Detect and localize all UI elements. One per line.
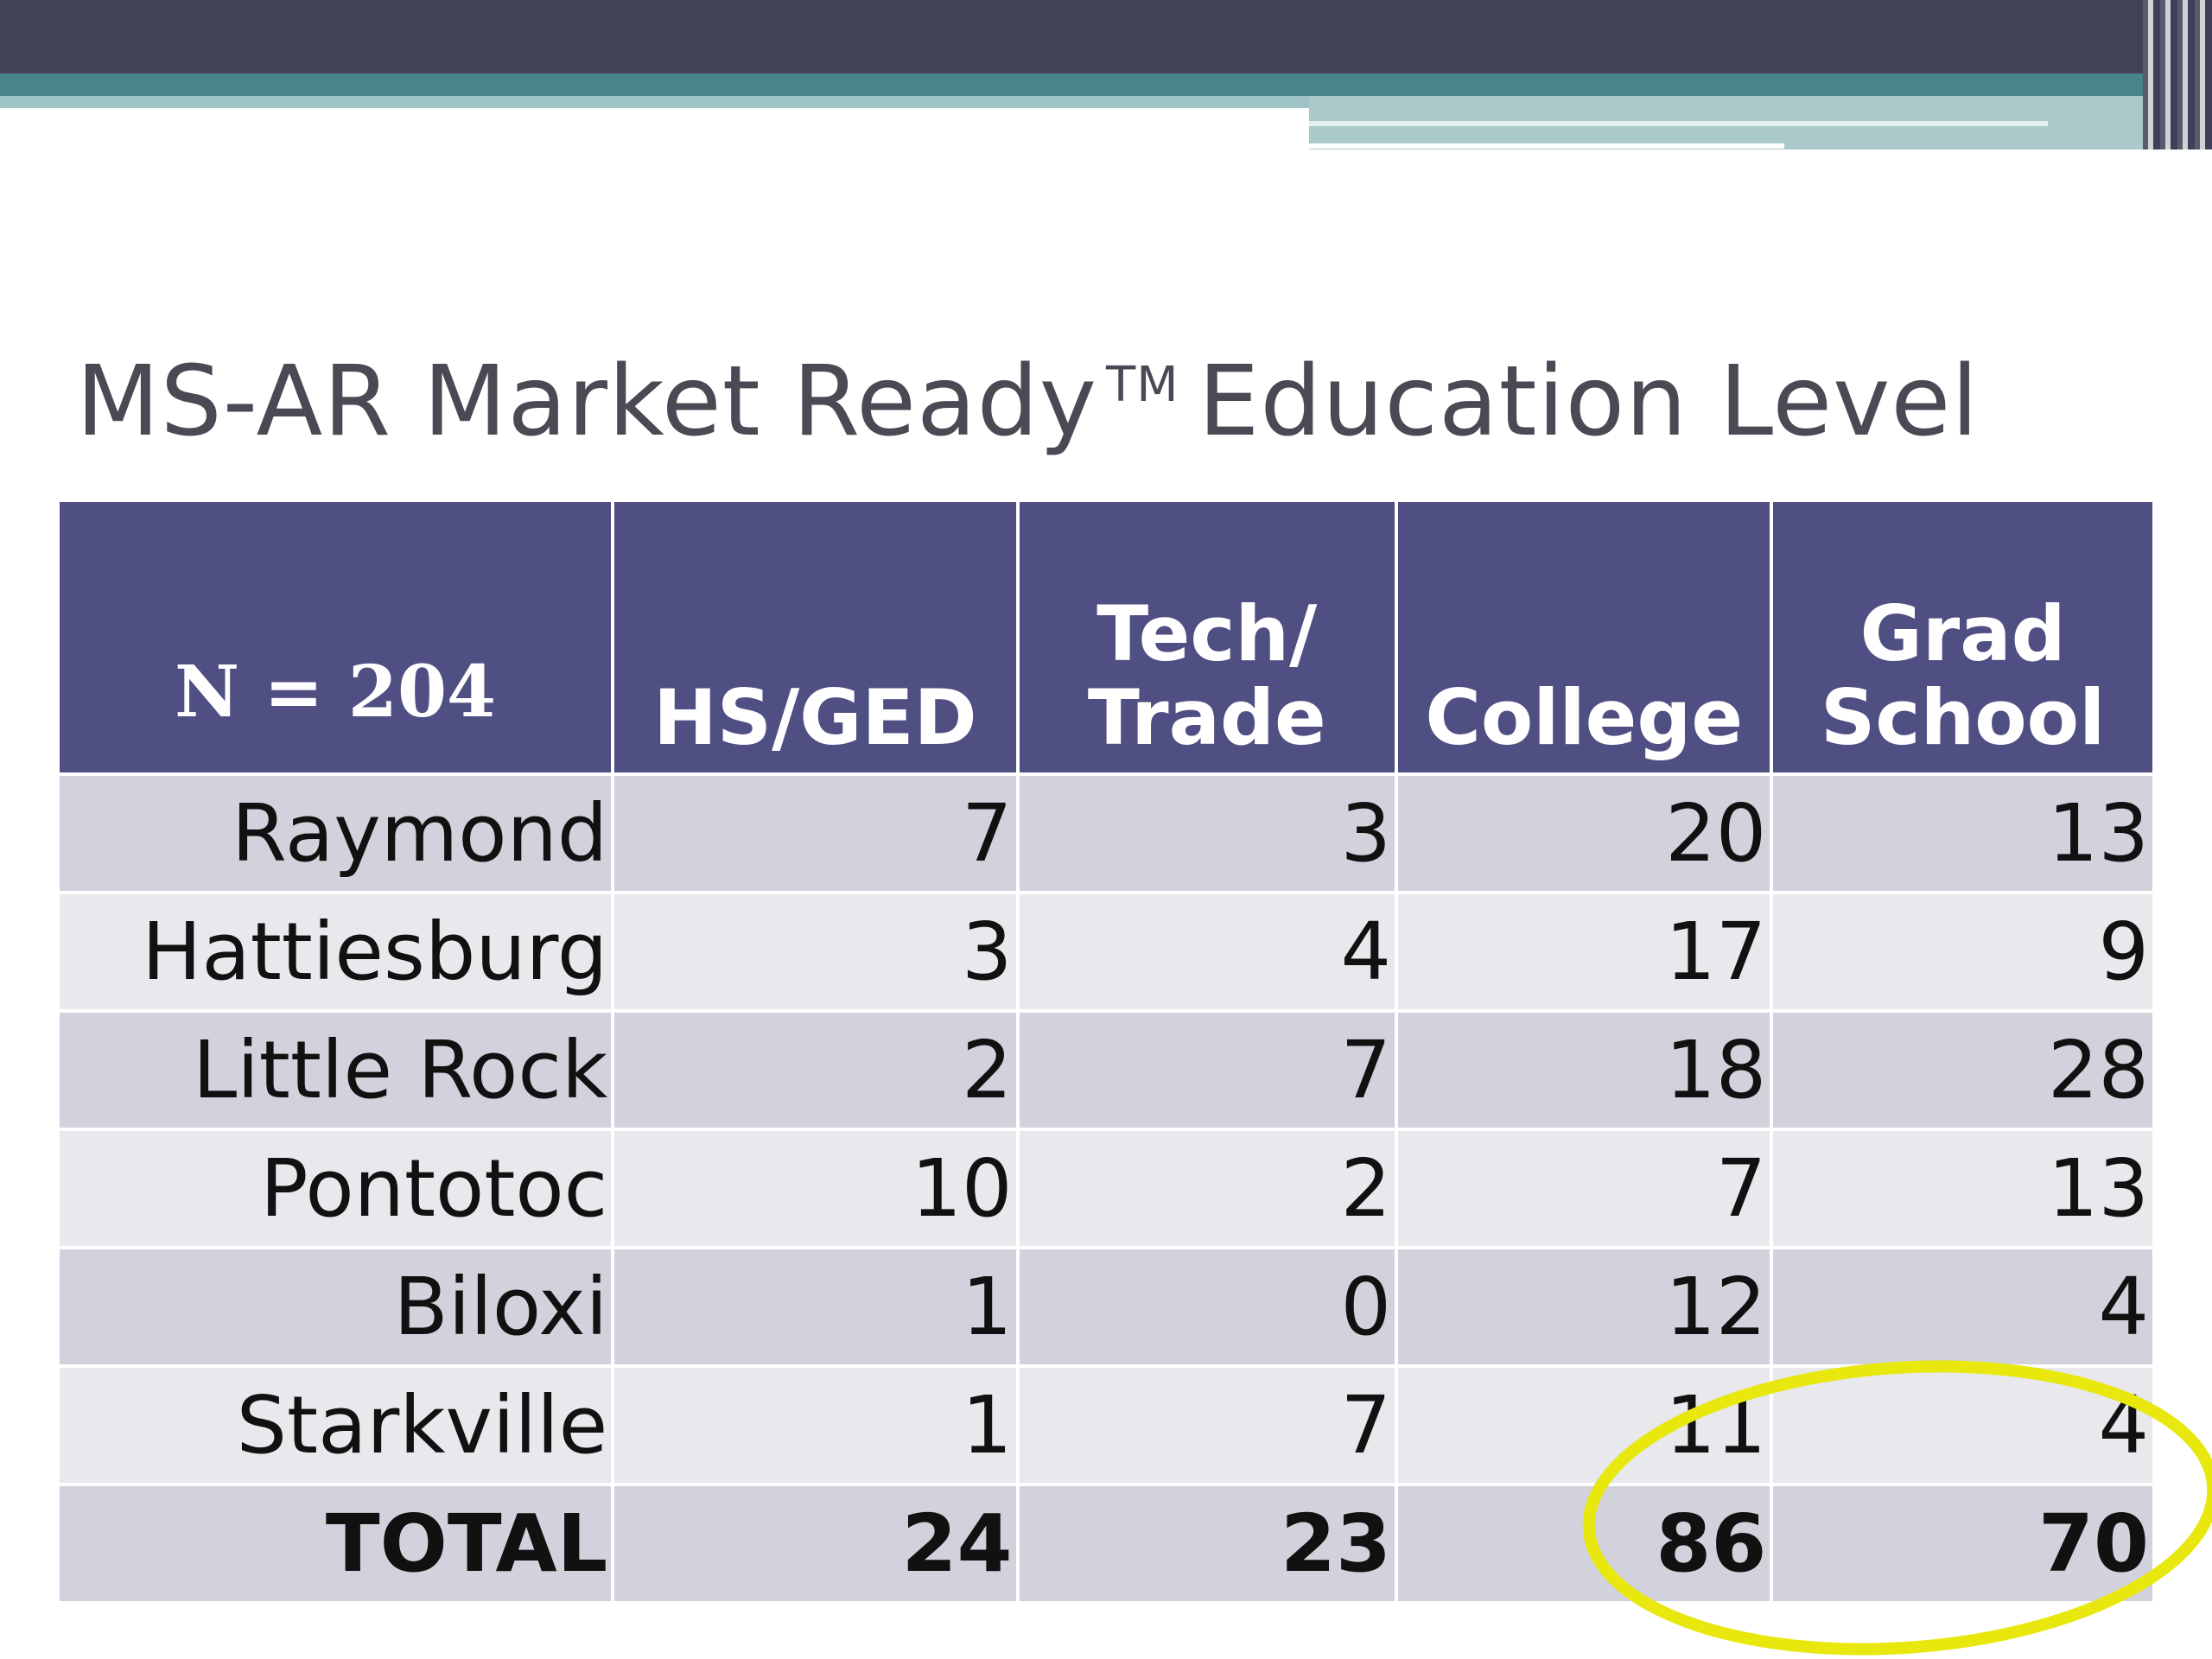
location-cell: Little Rock bbox=[60, 1013, 612, 1128]
tech-trade-total-cell: 23 bbox=[1019, 1486, 1395, 1601]
hs-ged-cell: 2 bbox=[614, 1013, 1016, 1128]
tech-trade-cell: 7 bbox=[1019, 1368, 1395, 1483]
tech-trade-cell: 7 bbox=[1019, 1013, 1395, 1128]
grad-school-cell: 13 bbox=[1773, 776, 2152, 891]
hs-ged-total-cell: 24 bbox=[614, 1486, 1016, 1601]
trademark-symbol: TM bbox=[1106, 357, 1179, 413]
tech-trade-cell: 0 bbox=[1019, 1249, 1395, 1364]
tech-trade-cell: 4 bbox=[1019, 894, 1395, 1009]
grad-school-cell: 9 bbox=[1773, 894, 2152, 1009]
total-label-cell: TOTAL bbox=[60, 1486, 612, 1601]
location-cell: Biloxi bbox=[60, 1249, 612, 1364]
table-row: Little Rock 2 7 18 28 bbox=[60, 1013, 2152, 1128]
college-cell: 18 bbox=[1398, 1013, 1770, 1128]
table-header-row: N = 204 HS/GED Tech/ Trade College Grad … bbox=[60, 502, 2152, 772]
hs-ged-header: HS/GED bbox=[614, 502, 1016, 772]
tech-trade-header: Tech/ Trade bbox=[1019, 502, 1395, 772]
table-row: Biloxi 1 0 12 4 bbox=[60, 1249, 2152, 1364]
table-row: Raymond 7 3 20 13 bbox=[60, 776, 2152, 891]
location-cell: Raymond bbox=[60, 776, 612, 891]
location-cell: Starkville bbox=[60, 1368, 612, 1483]
hs-ged-cell: 3 bbox=[614, 894, 1016, 1009]
top-banner-light bbox=[0, 96, 1309, 108]
hs-ged-cell: 1 bbox=[614, 1368, 1016, 1483]
top-banner-line bbox=[1309, 121, 2048, 126]
slide-title-main: MS-AR Market Ready bbox=[76, 346, 1098, 458]
hs-ged-cell: 1 bbox=[614, 1249, 1016, 1364]
education-level-table: N = 204 HS/GED Tech/ Trade College Grad … bbox=[56, 499, 2156, 1605]
tech-trade-cell: 2 bbox=[1019, 1131, 1395, 1246]
hs-ged-cell: 10 bbox=[614, 1131, 1016, 1246]
table-row: Starkville 1 7 11 4 bbox=[60, 1368, 2152, 1483]
total-row: TOTAL 24 23 86 70 bbox=[60, 1486, 2152, 1601]
hs-ged-cell: 7 bbox=[614, 776, 1016, 891]
top-banner-dark bbox=[0, 0, 2212, 73]
tech-trade-cell: 3 bbox=[1019, 776, 1395, 891]
college-cell: 12 bbox=[1398, 1249, 1770, 1364]
grad-school-cell: 4 bbox=[1773, 1249, 2152, 1364]
location-cell: Hattiesburg bbox=[60, 894, 612, 1009]
sample-size-header: N = 204 bbox=[60, 502, 612, 772]
top-banner-teal bbox=[0, 73, 2212, 96]
college-header: College bbox=[1398, 502, 1770, 772]
slide-title-suffix: Education Level bbox=[1198, 346, 1980, 458]
grad-school-cell: 28 bbox=[1773, 1013, 2152, 1128]
grad-school-cell: 13 bbox=[1773, 1131, 2152, 1246]
slide-title: MS-AR Market Ready TM Education Level bbox=[76, 346, 2150, 458]
location-cell: Pontotoc bbox=[60, 1131, 612, 1246]
college-total-cell: 86 bbox=[1398, 1486, 1770, 1601]
college-cell: 17 bbox=[1398, 894, 1770, 1009]
grad-school-total-cell: 70 bbox=[1773, 1486, 2152, 1601]
college-cell: 20 bbox=[1398, 776, 1770, 891]
grad-school-header: Grad School bbox=[1773, 502, 2152, 772]
top-banner-line bbox=[1309, 143, 1784, 149]
grad-school-cell: 4 bbox=[1773, 1368, 2152, 1483]
table-row: Hattiesburg 3 4 17 9 bbox=[60, 894, 2152, 1009]
college-cell: 11 bbox=[1398, 1368, 1770, 1483]
table-row: Pontotoc 10 2 7 13 bbox=[60, 1131, 2152, 1246]
top-banner-stripes bbox=[2143, 0, 2212, 149]
college-cell: 7 bbox=[1398, 1131, 1770, 1246]
